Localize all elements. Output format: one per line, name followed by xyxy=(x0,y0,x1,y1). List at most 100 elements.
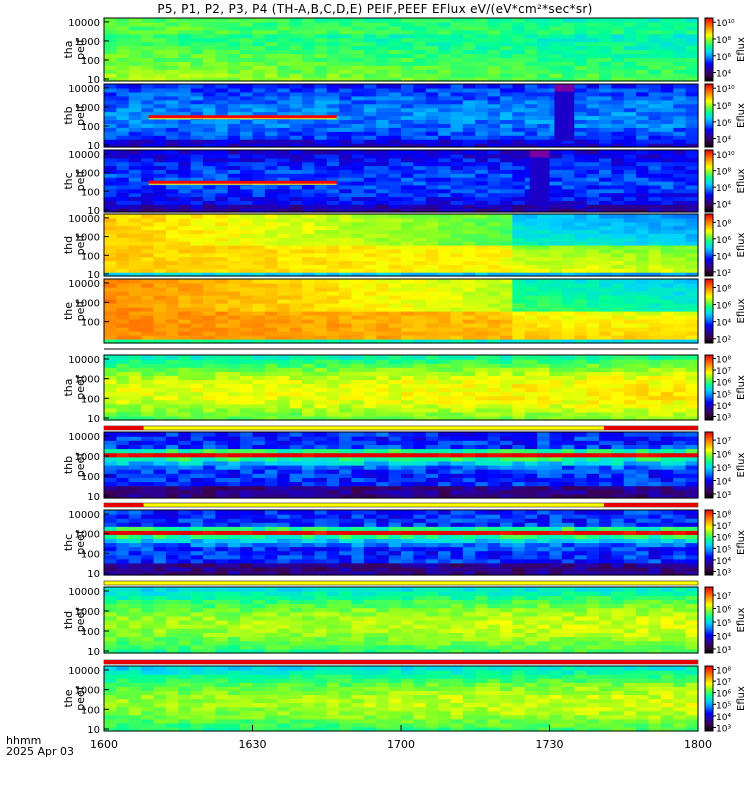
heatmap-cell xyxy=(388,399,402,405)
heatmap-cell xyxy=(190,287,204,292)
heatmap-cell xyxy=(450,177,464,182)
heatmap-cell xyxy=(512,221,526,227)
heatmap-cell xyxy=(450,69,464,74)
heatmap-cell xyxy=(685,391,699,397)
heatmap-cell xyxy=(537,61,551,66)
heatmap-cell xyxy=(240,157,254,163)
heatmap-cell xyxy=(351,371,365,376)
heatmap-cell xyxy=(339,196,353,201)
heatmap-cell xyxy=(500,311,513,316)
heatmap-cell xyxy=(339,387,353,393)
heatmap-cell xyxy=(203,339,216,344)
heatmap-cell xyxy=(302,73,315,78)
heatmap-cell xyxy=(413,407,427,413)
heatmap-cell xyxy=(215,403,229,409)
heatmap-cell xyxy=(599,188,612,194)
heatmap-cell xyxy=(376,241,390,246)
heatmap-cell xyxy=(450,279,464,284)
heatmap-cell xyxy=(165,161,179,167)
heatmap-cell xyxy=(586,169,600,174)
heatmap-cell xyxy=(648,200,662,205)
heatmap-cell xyxy=(425,123,439,128)
heatmap-cell xyxy=(500,65,513,70)
heatmap-cell xyxy=(326,225,340,231)
heatmap-cell xyxy=(277,65,291,70)
heatmap-cell xyxy=(413,196,427,201)
heatmap-cell xyxy=(128,327,142,332)
heatmap-cell xyxy=(599,335,612,340)
heatmap-cell xyxy=(240,331,254,336)
heatmap-cell xyxy=(413,287,427,292)
heatmap-cell xyxy=(413,18,427,23)
heatmap-cell xyxy=(178,375,192,380)
heatmap-cell xyxy=(561,264,575,269)
heatmap-cell xyxy=(561,214,575,219)
heatmap-cell xyxy=(240,379,254,385)
heatmap-cell xyxy=(153,173,167,178)
heatmap-cell xyxy=(586,123,600,128)
heatmap-cell xyxy=(264,95,278,101)
heatmap-cell xyxy=(462,204,476,209)
heatmap-cell xyxy=(561,192,575,198)
heatmap-cell xyxy=(277,311,291,316)
heatmap-cell xyxy=(190,395,204,401)
heatmap-cell xyxy=(252,493,266,499)
data-gap xyxy=(529,150,550,206)
heatmap-cell xyxy=(438,150,452,155)
heatmap-cell xyxy=(252,411,266,417)
heatmap-cell xyxy=(141,493,155,499)
heatmap-cell xyxy=(401,214,414,219)
heatmap-cell xyxy=(128,84,142,89)
heatmap-cell xyxy=(450,192,464,198)
heatmap-cell xyxy=(636,53,650,58)
heatmap-cell xyxy=(302,383,315,389)
heatmap-cell xyxy=(636,403,650,409)
heatmap-cell xyxy=(277,99,291,105)
heatmap-cell xyxy=(289,21,303,27)
heatmap-cell xyxy=(104,477,117,483)
heatmap-cell xyxy=(413,123,427,128)
heatmap-cell xyxy=(673,256,687,262)
heatmap-cell xyxy=(178,395,192,401)
heatmap-cell xyxy=(648,315,662,320)
heatmap-cell xyxy=(561,403,575,409)
heatmap-cell xyxy=(203,371,216,376)
heatmap-cell xyxy=(450,233,464,238)
heatmap-cell xyxy=(512,41,526,47)
heatmap-cell xyxy=(264,53,278,58)
heatmap-cell xyxy=(116,29,130,35)
heatmap-cell xyxy=(116,407,130,413)
heatmap-cell xyxy=(685,69,699,74)
heatmap-cell xyxy=(339,37,353,43)
heatmap-cell xyxy=(450,21,464,27)
heatmap-cell xyxy=(277,481,291,487)
heatmap-cell xyxy=(388,245,402,250)
heatmap-cell xyxy=(252,327,266,332)
heatmap-cell xyxy=(549,49,563,55)
heatmap-cell xyxy=(277,214,291,219)
heatmap-cell xyxy=(648,150,662,155)
heatmap-cell xyxy=(586,248,600,254)
heatmap-cell xyxy=(289,477,303,483)
heatmap-cell xyxy=(277,91,291,97)
heatmap-cell xyxy=(116,139,130,144)
heatmap-cell xyxy=(289,153,303,159)
heatmap-cell xyxy=(401,18,414,23)
heatmap-cell xyxy=(178,407,192,413)
heatmap-cell xyxy=(165,73,179,78)
heatmap-cell xyxy=(339,283,353,288)
heatmap-cell xyxy=(524,123,538,128)
heatmap-cell xyxy=(326,69,340,74)
heatmap-cell xyxy=(450,363,464,368)
heatmap-cell xyxy=(302,229,315,234)
heatmap-cell xyxy=(116,45,130,51)
heatmap-cell xyxy=(462,165,476,170)
heatmap-cell xyxy=(240,84,254,89)
heatmap-cell xyxy=(660,411,674,417)
heatmap-cell xyxy=(611,184,625,190)
heatmap-cell xyxy=(116,248,130,254)
heatmap-cell xyxy=(178,268,192,273)
heatmap-cell xyxy=(339,214,353,219)
heatmap-cell xyxy=(537,303,551,308)
heatmap-cell xyxy=(302,339,315,344)
